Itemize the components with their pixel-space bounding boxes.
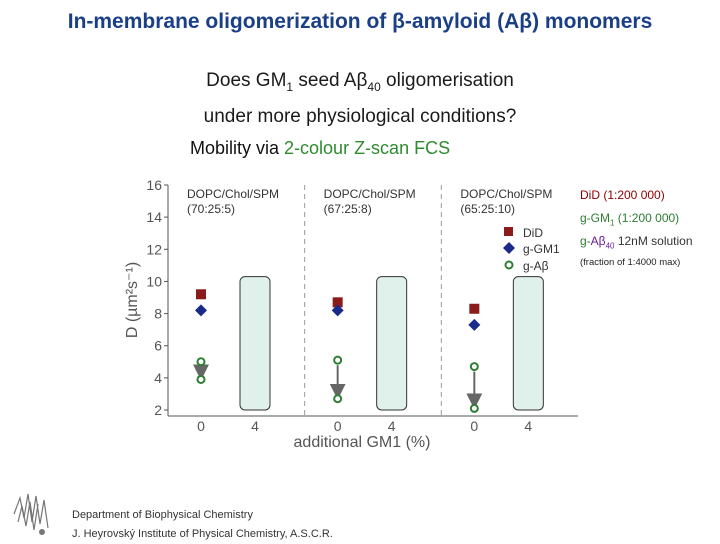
x-axis-label: additional GM1 (%) [294, 434, 431, 451]
abeta-marker [196, 357, 206, 367]
y-tick-label: 8 [154, 306, 162, 322]
gm1-4pct-box [239, 276, 271, 411]
x-tick-label: 4 [251, 418, 259, 434]
legend-label: g-Aβ [523, 259, 549, 273]
question-line-1: Does GM1 seed Aβ40 oligomerisation [206, 70, 514, 94]
question-line-2: under more physiological conditions? [203, 105, 517, 127]
panel-label: DOPC/Chol/SPM [324, 187, 416, 201]
x-tick-label: 0 [334, 418, 342, 434]
gm1-marker [468, 318, 481, 331]
slide-title: In-membrane oligomerization of β-amyloid… [67, 10, 653, 33]
y-tick-label: 10 [146, 273, 162, 289]
gm1-marker [331, 304, 344, 317]
y-tick-label: 16 [146, 177, 162, 193]
panel-label: DOPC/Chol/SPM [187, 187, 279, 201]
did-marker [196, 289, 206, 300]
panel-label: DOPC/Chol/SPM [460, 187, 552, 201]
legend-abeta-marker [504, 260, 514, 270]
y-tick-label: 12 [146, 241, 162, 257]
abeta-marker [469, 403, 479, 413]
legend-label: DiD [523, 226, 543, 240]
panel-label: (65:25:10) [460, 202, 515, 216]
method-label: Mobility via 2-colour Z-scan FCS [190, 138, 451, 158]
x-tick-label: 0 [470, 418, 478, 434]
y-tick-label: 6 [154, 338, 162, 354]
x-tick-label: 4 [524, 418, 532, 434]
legend-gm1-marker [503, 242, 515, 254]
annotation-gm1: g-GM1 (1:200 000) [580, 211, 680, 228]
footer: Department of Biophysical Chemistry J. H… [72, 506, 333, 544]
legend-did-marker [504, 227, 513, 236]
annotation-fraction: (fraction of 1:4000 max) [580, 257, 681, 268]
annotation-did: DiD (1:200 000) [580, 188, 665, 202]
annotation-gab: g-Aβ40 12nM solution [580, 234, 693, 251]
x-tick-label: 0 [197, 418, 205, 434]
abeta-marker [333, 394, 343, 404]
y-axis-label: D (µm²s⁻¹) [124, 262, 141, 338]
did-marker [469, 303, 480, 314]
institute-logo-icon [13, 493, 49, 535]
legend-label: g-GM1 [523, 242, 560, 256]
y-tick-label: 4 [154, 370, 162, 386]
y-tick-label: 14 [146, 209, 162, 225]
abeta-marker [469, 362, 479, 372]
footer-department: Department of Biophysical Chemistry [72, 509, 253, 521]
gm1-4pct-box [512, 276, 544, 411]
footer-institute: J. Heyrovský Institute of Physical Chemi… [72, 528, 333, 540]
gm1-4pct-box [376, 276, 408, 411]
panel-label: (70:25:5) [187, 202, 235, 216]
did-marker [332, 297, 343, 308]
abeta-marker [196, 374, 206, 384]
research-question: Does GM1 seed Aβ40 oligomerisation under… [0, 66, 720, 131]
x-tick-label: 4 [388, 418, 396, 434]
gm1-marker [195, 304, 207, 317]
panel-label: (67:25:8) [324, 202, 372, 216]
abeta-marker [333, 355, 343, 365]
y-tick-label: 2 [154, 402, 162, 418]
